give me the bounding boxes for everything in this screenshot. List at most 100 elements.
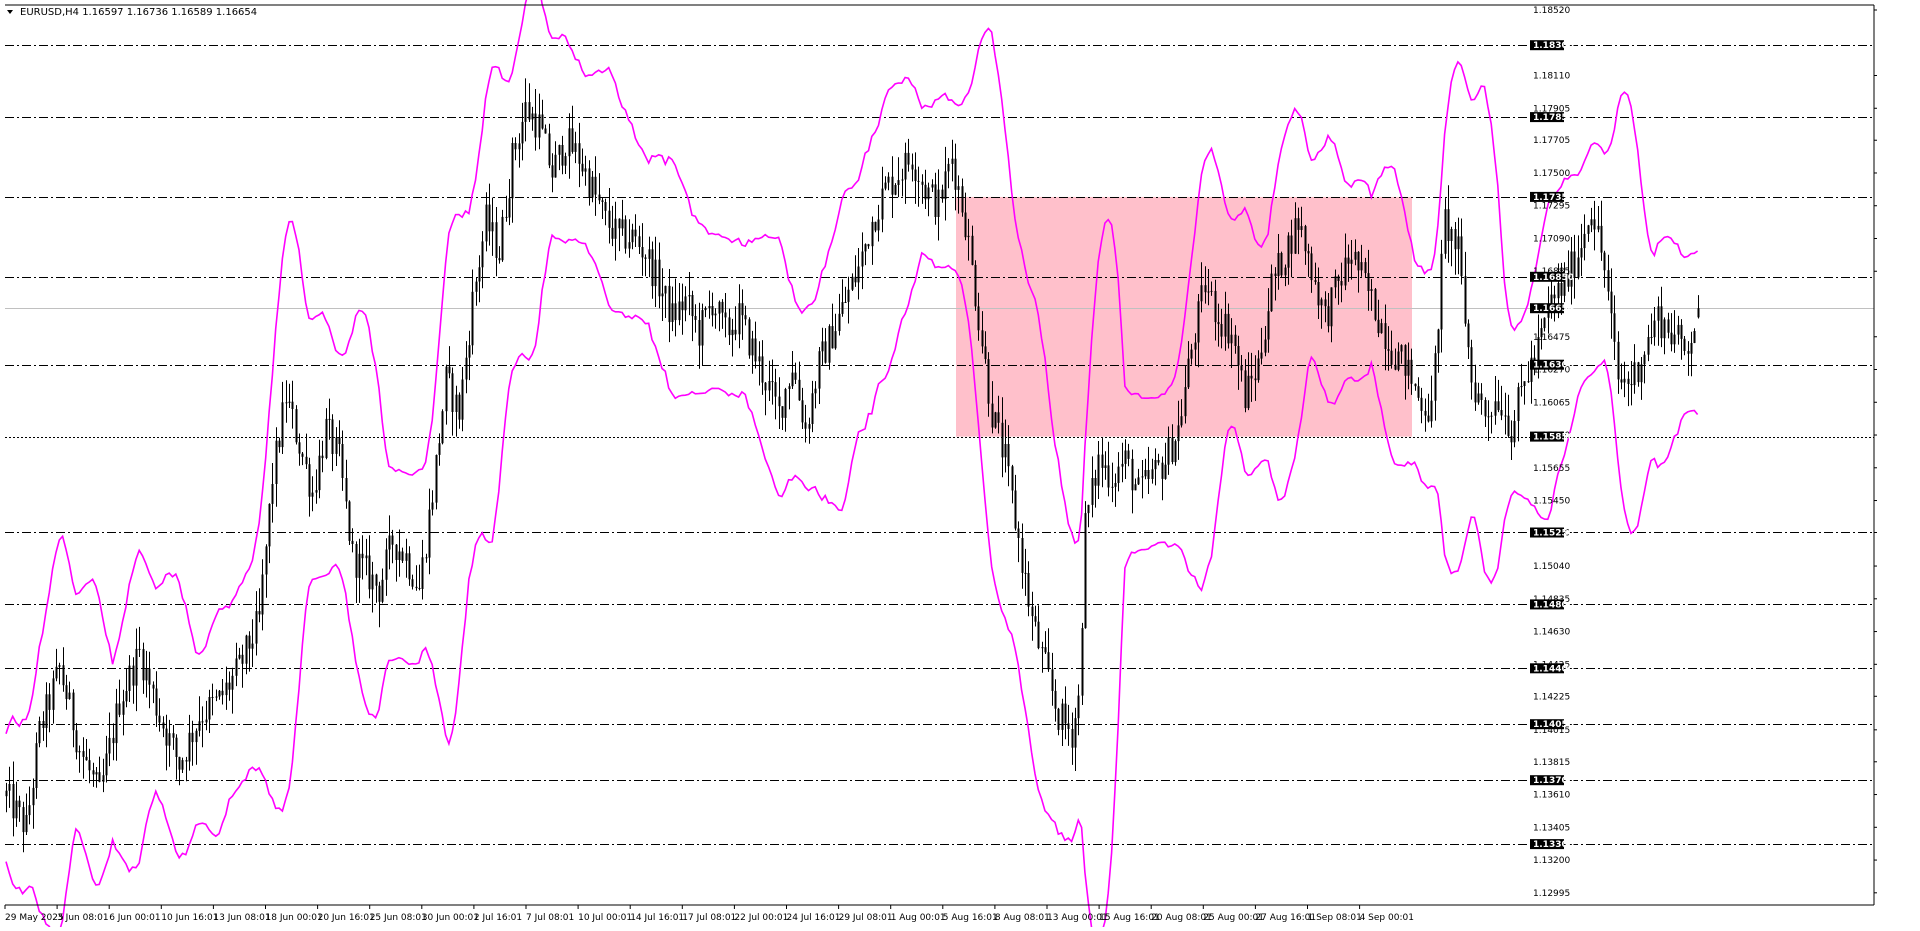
candle-body [548, 133, 551, 166]
candle-body [1454, 229, 1457, 250]
candle-body [1197, 301, 1200, 343]
candle-body [62, 665, 65, 686]
candle-body [1490, 415, 1493, 417]
candle-body [408, 553, 411, 580]
candle-body [1320, 299, 1323, 306]
candle-body [768, 381, 771, 391]
candle-body [778, 396, 781, 407]
candle-body [385, 549, 388, 580]
candle-body [1667, 319, 1670, 333]
candle-body [1187, 358, 1190, 388]
candle-body [1007, 444, 1010, 467]
candle-body [248, 635, 251, 649]
price-tick-label: 1.17705 [1533, 136, 1570, 146]
candle-body [791, 372, 794, 387]
candle-body [291, 401, 294, 409]
candle-body [1104, 465, 1107, 468]
candle-body [814, 388, 817, 394]
candle-body [118, 703, 121, 715]
candle-body [295, 409, 298, 443]
candle-body [1021, 538, 1024, 573]
candle-body [1437, 329, 1440, 354]
candle-body [1677, 324, 1680, 335]
price-tick-label: 1.14630 [1533, 628, 1570, 638]
candle-body [801, 400, 804, 423]
candle-body [425, 557, 428, 559]
candle-body [911, 164, 914, 170]
candle-body [904, 152, 907, 180]
candle-body [18, 800, 21, 808]
candle-body [1267, 311, 1270, 340]
candle-body [122, 701, 125, 715]
candle-body [445, 366, 448, 412]
candle-body [867, 244, 870, 247]
candle-body [944, 171, 947, 200]
price-tick-label: 1.16270 [1533, 366, 1570, 376]
candle-body [348, 501, 351, 541]
candle-body [1084, 513, 1087, 629]
level-price-label: 1.18300 [1533, 41, 1574, 51]
time-tick-label: 5 Aug 16:01 [943, 913, 998, 923]
time-tick-label: 13 Aug 00:01 [1047, 913, 1108, 923]
candle-body [341, 444, 344, 478]
candle-body [1690, 343, 1693, 354]
candle-body [1290, 235, 1293, 254]
candle-body [561, 145, 564, 166]
candle-body [102, 775, 105, 782]
price-tick-label: 1.13405 [1533, 823, 1570, 833]
candle-body [485, 204, 488, 242]
level-price-label-box [1530, 40, 1564, 51]
candle-body [1317, 282, 1320, 306]
candle-body [1141, 476, 1144, 478]
candle-body [82, 751, 85, 757]
candle-body [1400, 345, 1403, 352]
candle-body [1154, 460, 1157, 470]
candle-body [531, 113, 534, 120]
candle-body [505, 216, 508, 218]
candle-body [981, 330, 984, 347]
candle-body [211, 697, 214, 698]
level-price-label: 1.16300 [1533, 361, 1574, 371]
candle-body [421, 557, 424, 589]
candle-body [1157, 460, 1160, 463]
candle-body [764, 382, 767, 391]
candle-body [564, 156, 567, 166]
candle-body [571, 128, 574, 152]
candle-body [1617, 341, 1620, 380]
candle-body [415, 586, 418, 589]
candle-body [668, 285, 671, 323]
candle-body [798, 379, 801, 401]
candle-body [1494, 401, 1497, 416]
candle-body [401, 551, 404, 561]
candle-body [694, 316, 697, 320]
candle-body [951, 158, 954, 164]
level-price-label-box [1530, 663, 1564, 674]
candle-body [1017, 528, 1020, 538]
candle-body [618, 218, 621, 229]
upper-band-line [5, 0, 1699, 735]
candle-body [1633, 362, 1636, 386]
candle-body [1037, 621, 1040, 649]
candle-body [461, 379, 464, 420]
candle-body [861, 251, 864, 267]
candle-body [1640, 364, 1643, 383]
candle-body [388, 535, 391, 550]
candle-body [967, 235, 970, 238]
candle-body [924, 184, 927, 200]
candle-body [25, 815, 28, 833]
level-price-label-box [1530, 839, 1564, 850]
candle-body [1374, 289, 1377, 320]
candle-body [1057, 708, 1060, 730]
candle-body [1390, 350, 1393, 365]
candle-body [1224, 313, 1227, 337]
dropdown-triangle-icon[interactable] [7, 10, 13, 14]
candle-body [162, 722, 165, 729]
candle-body [1134, 484, 1137, 491]
candle-body [671, 303, 674, 322]
candle-body [1071, 729, 1074, 748]
candle-body [964, 212, 967, 238]
candle-body [947, 163, 950, 172]
candle-body [914, 169, 917, 181]
